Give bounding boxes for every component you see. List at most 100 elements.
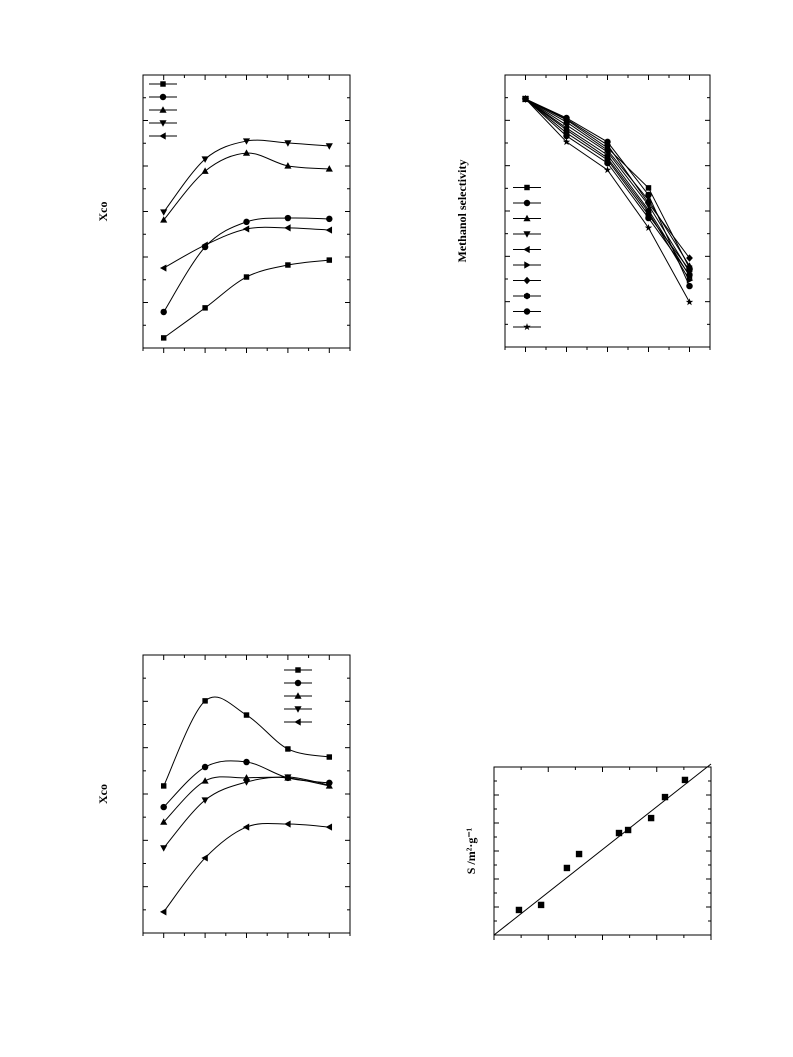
- marker: [563, 864, 571, 872]
- marker: [201, 763, 209, 771]
- series-line: [163, 696, 330, 787]
- marker: [645, 185, 652, 191]
- marker: [325, 165, 333, 172]
- marker: [160, 216, 168, 223]
- series-line: [525, 98, 690, 303]
- series-line: [163, 152, 330, 221]
- marker: [645, 191, 652, 199]
- marker: [285, 746, 291, 752]
- series-line: [525, 98, 690, 277]
- chart: Xco: [96, 654, 351, 938]
- marker: [326, 257, 333, 263]
- marker: [242, 225, 250, 233]
- marker: [563, 115, 570, 123]
- marker: [523, 245, 530, 254]
- series-line: [163, 226, 330, 269]
- marker: [160, 81, 166, 87]
- marker: [242, 138, 251, 145]
- marker: [645, 214, 652, 222]
- marker: [615, 829, 623, 837]
- marker: [202, 305, 208, 311]
- marker: [325, 226, 333, 234]
- marker: [661, 793, 669, 801]
- marker: [160, 818, 168, 825]
- marker: [160, 308, 167, 316]
- marker: [575, 850, 583, 858]
- y-axis-label: Xco: [96, 202, 110, 222]
- marker: [521, 95, 530, 103]
- marker: [284, 140, 292, 147]
- marker: [284, 162, 292, 169]
- marker: [201, 156, 209, 163]
- marker: [242, 823, 250, 831]
- series-line: [163, 259, 330, 339]
- marker: [523, 199, 531, 207]
- marker: [624, 826, 632, 834]
- marker: [242, 149, 251, 156]
- marker: [523, 231, 531, 238]
- marker: [243, 712, 250, 718]
- marker: [644, 223, 653, 232]
- marker: [159, 132, 166, 140]
- marker: [562, 122, 571, 129]
- marker: [603, 149, 612, 156]
- marker: [524, 292, 530, 300]
- marker: [326, 215, 333, 223]
- marker: [201, 797, 209, 804]
- series-line: [163, 776, 330, 849]
- marker: [242, 779, 251, 786]
- marker: [647, 814, 655, 822]
- marker: [160, 845, 168, 852]
- marker: [603, 166, 612, 174]
- marker: [159, 120, 167, 127]
- marker: [295, 667, 301, 673]
- marker: [685, 298, 694, 306]
- marker: [325, 823, 333, 831]
- marker: [242, 774, 251, 781]
- marker: [160, 803, 167, 811]
- marker: [160, 335, 167, 341]
- series-line: [525, 98, 690, 259]
- marker: [686, 276, 694, 284]
- marker: [325, 143, 333, 150]
- marker: [201, 241, 208, 249]
- marker: [243, 274, 250, 280]
- y-axis-label: S /m²·g⁻¹: [464, 827, 478, 874]
- marker: [524, 184, 530, 191]
- marker: [686, 271, 693, 279]
- marker: [686, 266, 693, 274]
- marker: [294, 706, 302, 713]
- marker: [243, 758, 250, 766]
- marker: [523, 323, 531, 331]
- marker: [563, 132, 570, 140]
- marker: [284, 820, 291, 828]
- marker: [202, 698, 208, 704]
- chart: Xco: [96, 74, 351, 353]
- marker: [537, 901, 545, 909]
- marker: [201, 777, 209, 784]
- marker: [159, 908, 167, 916]
- marker: [523, 214, 531, 222]
- marker: [284, 774, 292, 781]
- series-line: [163, 217, 330, 313]
- reference-line: [493, 763, 712, 936]
- marker: [645, 199, 652, 207]
- series-line: [163, 822, 330, 913]
- plot-frame: [142, 654, 351, 934]
- marker: [604, 141, 611, 149]
- marker: [681, 776, 689, 784]
- marker: [284, 214, 292, 222]
- marker: [160, 783, 167, 789]
- marker: [524, 261, 531, 269]
- marker: [201, 854, 208, 862]
- chart: Methanol selectivity: [455, 74, 711, 352]
- marker: [201, 167, 209, 174]
- marker: [160, 209, 168, 216]
- marker: [523, 276, 531, 285]
- marker: [285, 262, 291, 268]
- y-axis-label: Methanol selectivity: [455, 160, 469, 263]
- marker: [294, 679, 302, 687]
- marker: [294, 692, 302, 699]
- marker: [325, 782, 333, 789]
